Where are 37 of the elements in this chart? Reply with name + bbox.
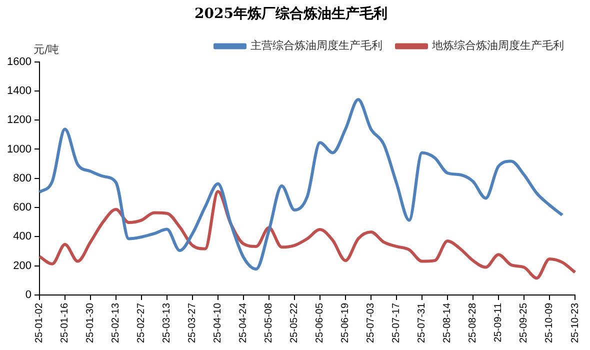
x-tick-label: 25-08-14 [442, 302, 454, 343]
x-tick-label: 25-05-08 [264, 302, 275, 343]
legend-label: 地炼综合炼油周度生产毛利 [431, 39, 564, 52]
y-axis-title: 元/吨 [33, 43, 60, 56]
x-tick-label: 25-09-11 [493, 302, 504, 342]
y-tick-label: 0 [25, 289, 32, 301]
line-series [38, 190, 576, 280]
y-tick-label: 1600 [6, 56, 32, 68]
x-tick-label: 25-09-25 [518, 302, 530, 343]
y-tick-label: 400 [13, 230, 32, 243]
x-tick-label: 25-07-17 [391, 302, 402, 343]
chart-title: 2025年炼厂综合炼油生产毛利 [194, 5, 388, 22]
x-tick-label: 25-01-02 [34, 302, 46, 343]
y-tick-label: 1400 [6, 84, 32, 97]
x-tick-label: 25-02-13 [110, 302, 122, 343]
y-tick-label: 1200 [6, 114, 32, 126]
x-tick-label: 25-05-22 [289, 302, 300, 343]
y-tick-label: 1000 [6, 143, 32, 156]
x-tick-label: 25-07-31 [416, 302, 428, 343]
y-tick-label: 200 [13, 260, 32, 272]
x-tick-label: 25-10-23 [570, 302, 581, 343]
x-tick-label: 25-04-10 [212, 302, 224, 343]
line-series [38, 98, 564, 271]
x-tick-label: 25-04-24 [238, 302, 250, 343]
x-tick-label: 25-01-30 [85, 302, 96, 343]
x-tick-label: 25-02-27 [136, 302, 148, 343]
y-tick-label: 600 [13, 202, 32, 214]
x-tick-label: 25-06-19 [340, 302, 352, 343]
x-tick-label: 25-06-05 [314, 302, 326, 343]
legend-label: 主营综合炼油周度生产毛利 [250, 39, 382, 52]
x-tick-label: 25-10-09 [544, 302, 556, 343]
x-tick-label: 25-08-28 [468, 302, 479, 343]
y-tick-label: 800 [13, 172, 32, 184]
x-tick-label: 25-01-16 [60, 302, 71, 343]
x-tick-label: 25-03-27 [187, 302, 198, 343]
x-tick-label: 25-07-03 [366, 302, 377, 343]
x-tick-label: 25-03-13 [162, 302, 173, 343]
